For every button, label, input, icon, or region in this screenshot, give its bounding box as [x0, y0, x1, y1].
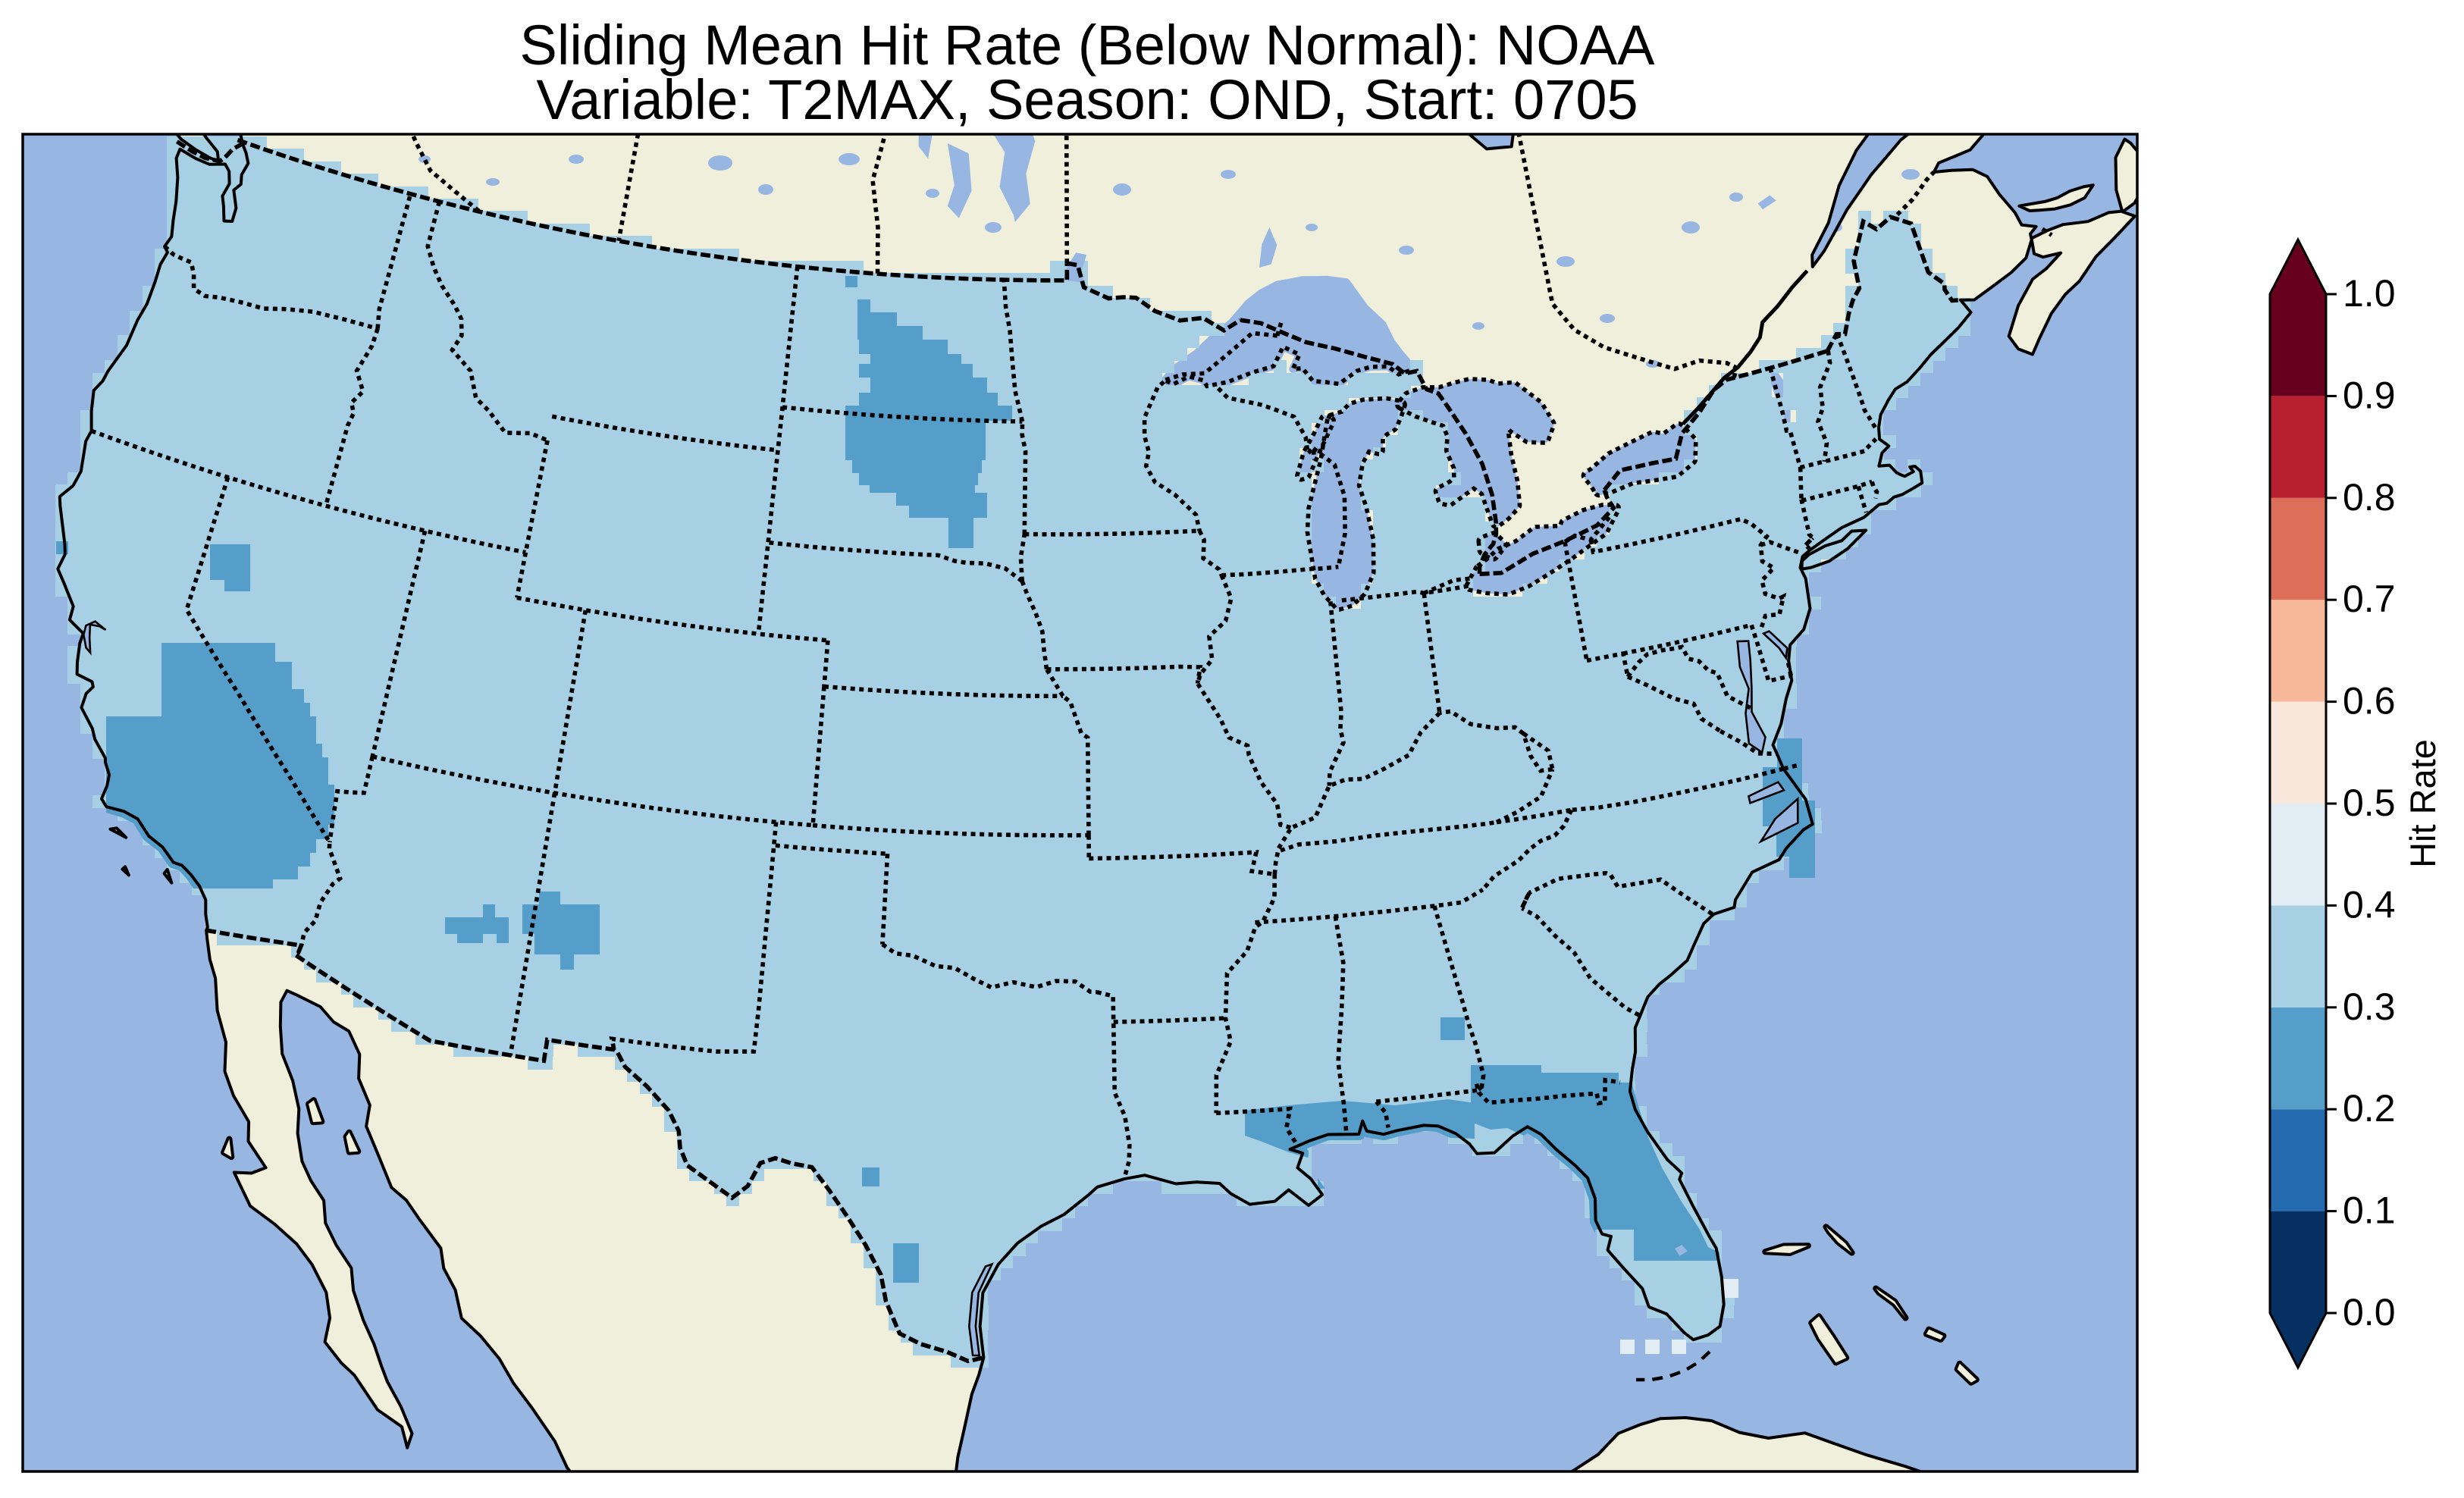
svg-text:Variable: T2MAX, Season: OND,: Variable: T2MAX, Season: OND, Start: 070… [536, 68, 1638, 131]
svg-text:0.9: 0.9 [2343, 374, 2396, 416]
svg-text:0.3: 0.3 [2343, 986, 2396, 1028]
svg-text:0.6: 0.6 [2343, 680, 2396, 722]
svg-text:0.7: 0.7 [2343, 578, 2396, 620]
svg-text:Hit Rate: Hit Rate [2403, 739, 2443, 868]
svg-text:0.2: 0.2 [2343, 1087, 2396, 1130]
svg-text:0.8: 0.8 [2343, 476, 2396, 519]
svg-text:Sliding Mean Hit Rate (Below N: Sliding Mean Hit Rate (Below Normal): NO… [520, 14, 1656, 77]
svg-text:0.4: 0.4 [2343, 883, 2396, 926]
svg-text:0.0: 0.0 [2343, 1291, 2396, 1333]
svg-text:1.0: 1.0 [2343, 272, 2396, 315]
svg-text:0.1: 0.1 [2343, 1189, 2396, 1232]
svg-text:0.5: 0.5 [2343, 782, 2396, 824]
